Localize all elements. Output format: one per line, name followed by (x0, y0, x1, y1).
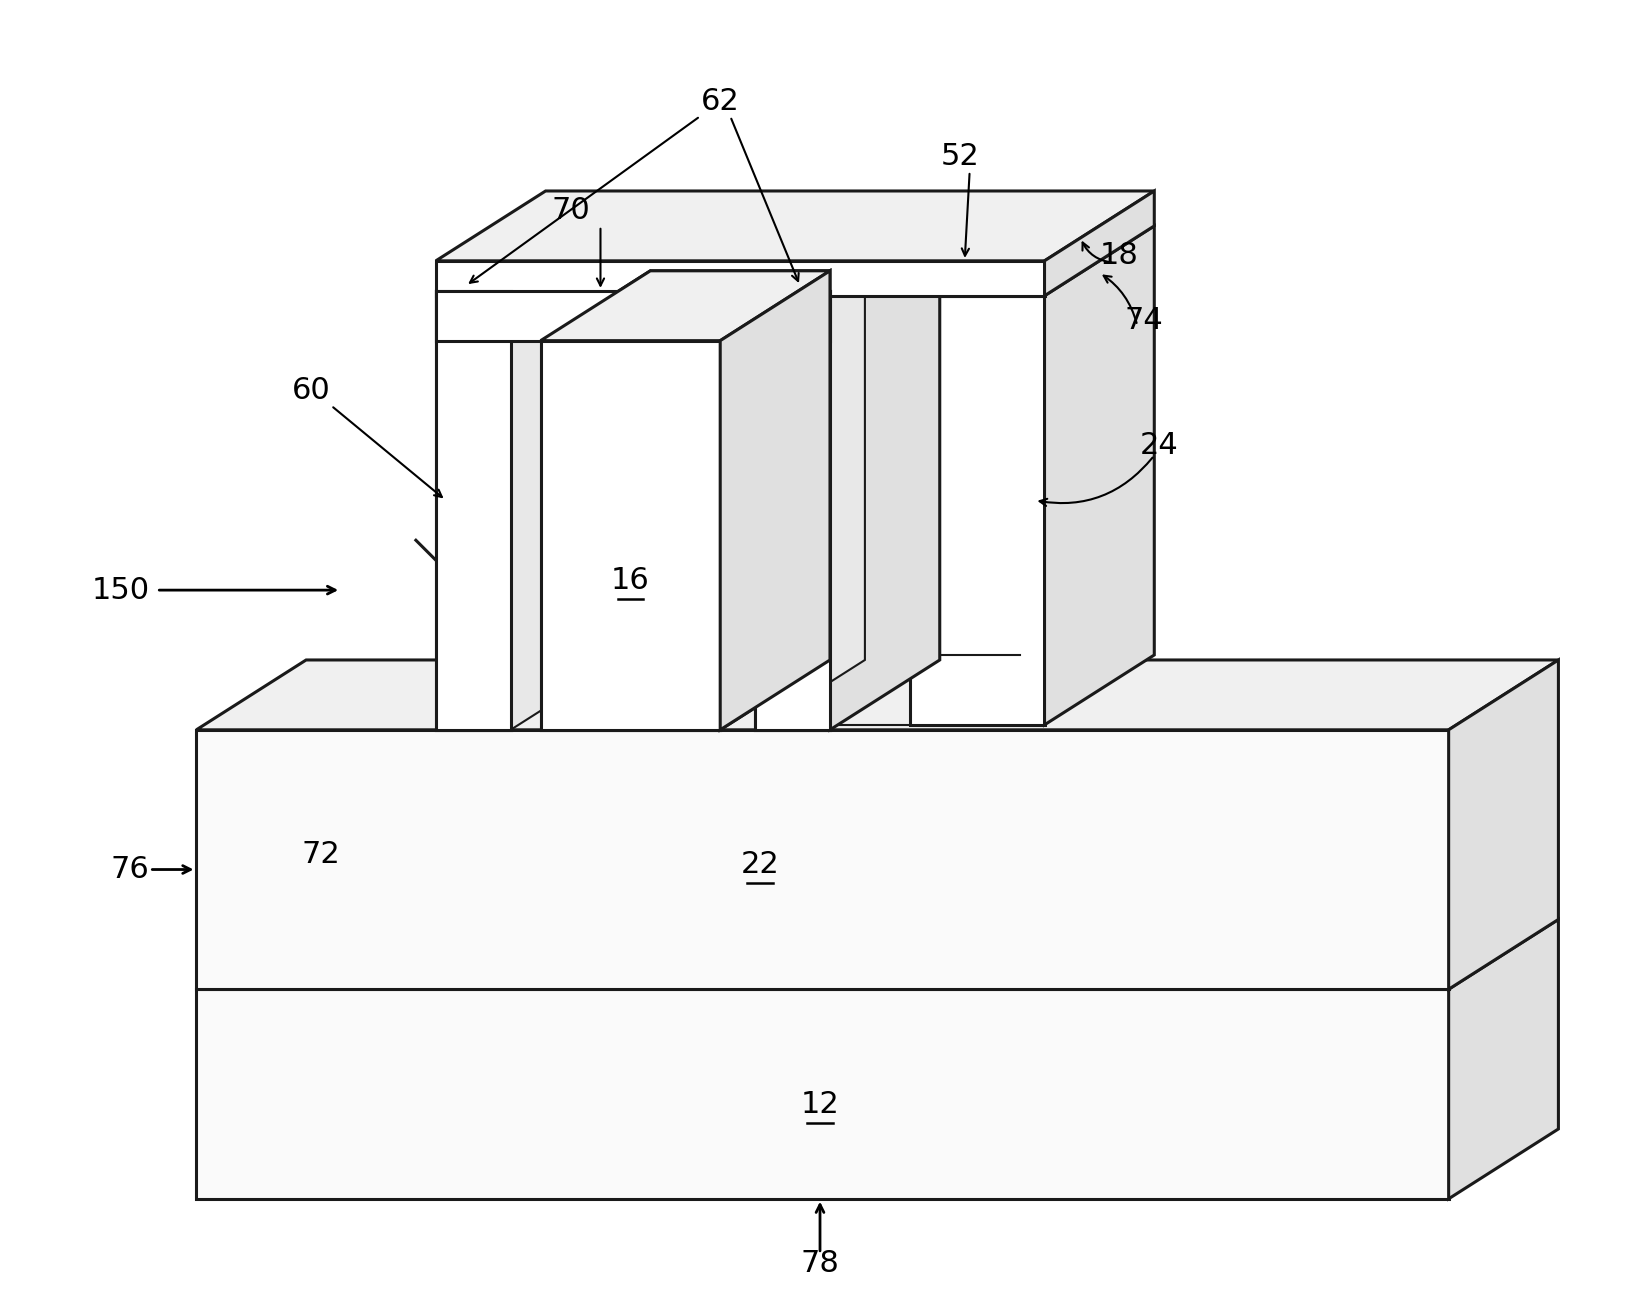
Polygon shape (436, 261, 1045, 296)
Text: 52: 52 (940, 142, 979, 170)
Polygon shape (540, 271, 830, 341)
Polygon shape (510, 271, 621, 729)
Polygon shape (196, 919, 1559, 989)
Text: 18: 18 (1100, 241, 1139, 270)
Polygon shape (540, 341, 721, 729)
Text: 70: 70 (551, 196, 589, 226)
Polygon shape (436, 191, 1154, 261)
Polygon shape (436, 290, 510, 729)
Text: 12: 12 (800, 1090, 839, 1118)
Polygon shape (910, 296, 1045, 724)
Polygon shape (436, 221, 940, 290)
Polygon shape (721, 271, 830, 729)
Text: 150: 150 (91, 576, 150, 604)
Polygon shape (756, 271, 864, 729)
Text: 24: 24 (1141, 431, 1179, 460)
Polygon shape (510, 271, 864, 341)
Polygon shape (436, 290, 830, 341)
Polygon shape (1045, 191, 1154, 296)
Polygon shape (1045, 226, 1154, 724)
Text: 22: 22 (741, 849, 780, 879)
Polygon shape (540, 271, 830, 341)
Polygon shape (1448, 660, 1559, 989)
Polygon shape (196, 660, 1559, 729)
Polygon shape (830, 221, 940, 729)
Text: 60: 60 (291, 376, 331, 405)
Polygon shape (756, 290, 830, 729)
Polygon shape (196, 729, 1448, 989)
Polygon shape (721, 271, 830, 729)
Polygon shape (436, 290, 830, 341)
Text: 78: 78 (800, 1250, 839, 1278)
Polygon shape (756, 290, 830, 729)
Text: 74: 74 (1124, 306, 1164, 336)
Polygon shape (196, 989, 1448, 1199)
Text: 16: 16 (611, 565, 650, 595)
Polygon shape (1448, 919, 1559, 1199)
Text: 72: 72 (301, 840, 341, 869)
Polygon shape (910, 226, 1154, 296)
Text: 76: 76 (110, 855, 150, 884)
Polygon shape (540, 341, 721, 729)
Polygon shape (436, 290, 510, 729)
Text: 62: 62 (701, 86, 739, 116)
